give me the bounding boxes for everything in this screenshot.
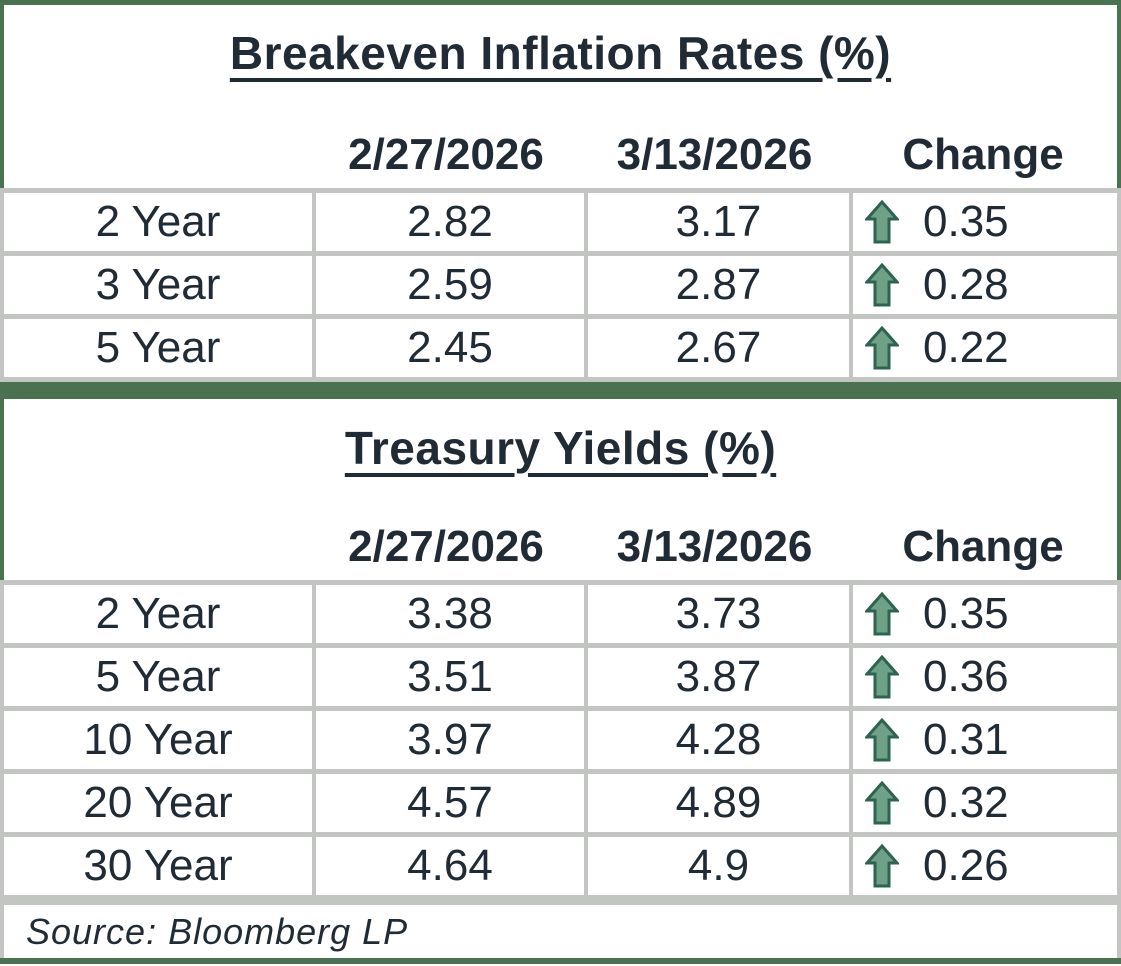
table1-col-header-date2: 3/13/2026 (616, 130, 813, 179)
up-arrow-icon (865, 262, 899, 308)
change-value: 0.35 (923, 589, 1009, 638)
table2-row-change-cell: 0.36 (853, 648, 1117, 706)
source-note: Source: Bloomberg LP (26, 910, 409, 952)
change-value: 0.32 (923, 778, 1009, 827)
table2-title: Treasury Yields (%) (344, 422, 777, 474)
table1-row-change-cell: 0.22 (853, 319, 1117, 377)
table2-row-change-cell: 0.32 (853, 774, 1117, 832)
change-value: 0.22 (923, 323, 1009, 372)
table1-col-header-change: Change (902, 130, 1064, 179)
table2-row-label: 10 Year (4, 711, 312, 769)
table2-col-header-date2: 3/13/2026 (616, 522, 813, 571)
table1-title: Breakeven Inflation Rates (%) (229, 26, 892, 79)
up-arrow-icon (865, 325, 899, 371)
table1-row-value2: 2.67 (588, 319, 849, 377)
top-green-border (0, 0, 1121, 5)
table2-row-label: 30 Year (4, 837, 312, 895)
table2-grid: 2 Year 3.38 3.73 0.35 5 Year 3.51 3.87 0… (0, 580, 1121, 900)
up-arrow-icon (865, 199, 899, 245)
up-arrow-icon (865, 654, 899, 700)
table1-header-row: 2/27/2026 3/13/2026 Change (0, 100, 1121, 188)
table2-row-label: 20 Year (4, 774, 312, 832)
table2-row-change-cell: 0.31 (853, 711, 1117, 769)
table2-row-value2: 4.89 (588, 774, 849, 832)
table2-row-change-cell: 0.35 (853, 585, 1117, 643)
table2-title-block: Treasury Yields (%) (0, 399, 1121, 497)
green-section-divider (0, 382, 1121, 399)
up-arrow-icon (865, 717, 899, 763)
table1-row-value1: 2.82 (316, 193, 584, 251)
table1-row-value2: 3.17 (588, 193, 849, 251)
source-row: Source: Bloomberg LP (0, 900, 1121, 958)
table1-row-label: 3 Year (4, 256, 312, 314)
table2-row-value1: 3.97 (316, 711, 584, 769)
table1-row-value2: 2.87 (588, 256, 849, 314)
table1-row-change-cell: 0.35 (853, 193, 1117, 251)
table2-row-value1: 3.38 (316, 585, 584, 643)
table2-row-change-cell: 0.26 (853, 837, 1117, 895)
table2-row-value2: 3.87 (588, 648, 849, 706)
table2-row-value1: 4.64 (316, 837, 584, 895)
change-value: 0.36 (923, 652, 1009, 701)
table2-col-header-date1: 2/27/2026 (348, 522, 544, 571)
table2-row-label: 2 Year (4, 585, 312, 643)
table2-row-value2: 3.73 (588, 585, 849, 643)
table2-row-value1: 3.51 (316, 648, 584, 706)
table2-row-value2: 4.9 (588, 837, 849, 895)
change-value: 0.35 (923, 197, 1009, 246)
table2-row-label: 5 Year (4, 648, 312, 706)
table1-grid: 2 Year 2.82 3.17 0.35 3 Year 2.59 2.87 0… (0, 188, 1121, 382)
table1-row-change-cell: 0.28 (853, 256, 1117, 314)
table2-row-value1: 4.57 (316, 774, 584, 832)
change-value: 0.26 (923, 841, 1009, 890)
change-value: 0.31 (923, 715, 1009, 764)
bottom-green-border (0, 958, 1121, 964)
table1-row-value1: 2.59 (316, 256, 584, 314)
table2-row-value2: 4.28 (588, 711, 849, 769)
table2-col-header-change: Change (902, 522, 1064, 571)
table1-col-header-date1: 2/27/2026 (348, 130, 544, 179)
up-arrow-icon (865, 591, 899, 637)
table1-row-label: 2 Year (4, 193, 312, 251)
table1-title-block: Breakeven Inflation Rates (%) (0, 5, 1121, 100)
table2-header-row: 2/27/2026 3/13/2026 Change (0, 497, 1121, 580)
up-arrow-icon (865, 843, 899, 889)
up-arrow-icon (865, 780, 899, 826)
table1-row-value1: 2.45 (316, 319, 584, 377)
change-value: 0.28 (923, 260, 1009, 309)
table1-row-label: 5 Year (4, 319, 312, 377)
